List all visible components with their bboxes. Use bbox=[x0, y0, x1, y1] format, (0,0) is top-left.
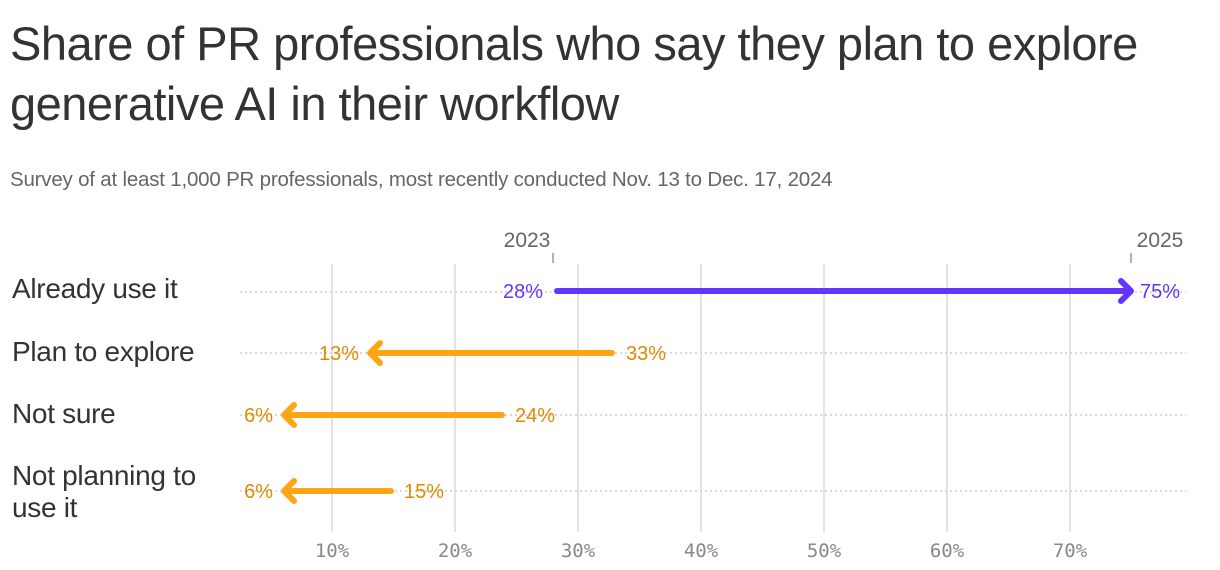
value-label-2023: 15% bbox=[404, 481, 444, 503]
category-label-already-use-it: Already use it bbox=[12, 273, 178, 304]
category-label-not-sure: Not sure bbox=[12, 398, 116, 429]
row-guides bbox=[240, 291, 1186, 492]
x-tick-label: 10% bbox=[315, 540, 350, 562]
chart-subtitle: Survey of at least 1,000 PR professional… bbox=[10, 168, 833, 191]
vertical-gridlines bbox=[331, 264, 1071, 532]
value-label-2025: 75% bbox=[1140, 281, 1180, 303]
value-label-2025: 13% bbox=[319, 343, 359, 365]
arrow-not-sure: 24% 6% bbox=[244, 402, 555, 428]
x-tick-label: 40% bbox=[684, 540, 719, 562]
x-tick-label: 50% bbox=[807, 540, 842, 562]
arrow-already-use-it: 28% 75% bbox=[503, 278, 1180, 304]
x-tick-label: 70% bbox=[1053, 540, 1088, 562]
value-label-2023: 33% bbox=[626, 343, 666, 365]
arrow-not-planning: 15% 6% bbox=[244, 478, 444, 504]
value-label-2025: 6% bbox=[244, 405, 273, 427]
x-tick-label: 30% bbox=[561, 540, 596, 562]
x-tick-label: 20% bbox=[438, 540, 473, 562]
value-label-2025: 6% bbox=[244, 481, 273, 503]
chart-title: Share of PR professionals who say they p… bbox=[10, 17, 1138, 130]
value-label-2023: 24% bbox=[515, 405, 555, 427]
value-label-2023: 28% bbox=[503, 281, 543, 303]
arrow-plan-to-explore: 33% 13% bbox=[319, 340, 666, 366]
year-label-2023: 2023 bbox=[504, 229, 551, 252]
year-label-2025: 2025 bbox=[1137, 229, 1184, 252]
year-legend: 2023 2025 bbox=[504, 229, 1184, 263]
x-tick-label: 60% bbox=[930, 540, 965, 562]
category-label-not-planning: Not planning to use it bbox=[12, 460, 196, 523]
category-label-plan-to-explore: Plan to explore bbox=[12, 336, 195, 367]
x-axis: 10% 20% 30% 40% 50% 60% 70% bbox=[315, 540, 1088, 562]
